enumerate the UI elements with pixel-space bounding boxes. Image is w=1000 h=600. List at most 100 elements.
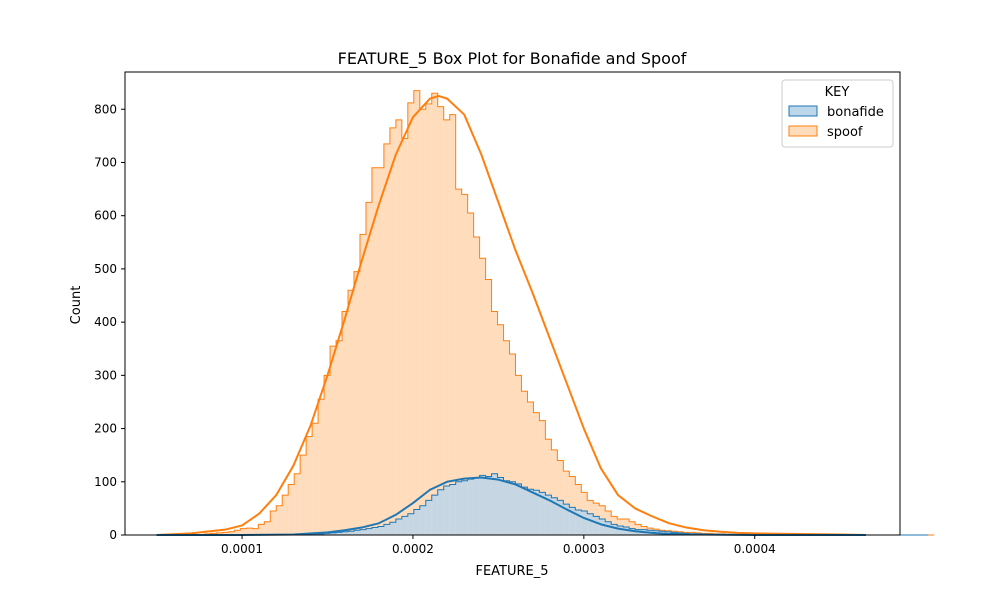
bar-bonafide [575,509,582,535]
kde-line-bonafide [156,476,866,536]
y-axis-label: Count [69,286,84,325]
bar-bonafide [348,531,354,535]
bar-spoof [264,521,271,535]
bar-spoof [473,236,480,536]
bar-bonafide [605,521,612,535]
bar-spoof [515,375,522,535]
bar-bonafide [551,497,558,535]
legend-label-spoof: spoof [827,125,863,140]
bar-spoof [270,511,277,535]
bar-bonafide [342,531,349,535]
bar-bonafide [563,504,570,535]
bar-spoof [503,340,510,535]
bar-spoof [491,311,498,535]
bar-bonafide [521,487,528,535]
y-tick-label: 800 [94,102,117,116]
bar-spoof [407,102,414,535]
bar-spoof [563,471,570,535]
legend: KEY bonafide spoof [781,79,894,148]
bar-bonafide [425,500,432,535]
bar-spoof [383,143,390,535]
bar-bonafide [377,526,384,535]
bar-spoof [312,423,319,535]
bar-bonafide [497,477,504,535]
bar-bonafide [407,513,414,535]
bar-spoof [342,311,349,535]
bar-bonafide [395,519,402,535]
bar-spoof [485,279,492,535]
bar-spoof [521,391,528,535]
y-tick-label: 600 [94,209,117,223]
bar-bonafide [611,524,618,535]
bar-spoof [300,455,307,535]
series-spoof [156,90,935,536]
chart-title: FEATURE_5 Box Plot for Bonafide and Spoo… [338,49,687,69]
bar-spoof [419,109,426,536]
legend-label-bonafide: bonafide [827,105,884,120]
y-tick-label: 100 [94,475,117,489]
bar-spoof [240,528,247,535]
bar-bonafide [437,489,444,535]
y-tick-label: 0 [109,528,117,542]
bar-spoof [371,167,378,536]
bar-bonafide [371,527,378,535]
legend-title: KEY [825,85,850,100]
bar-spoof [533,412,540,535]
bar-spoof [365,202,372,535]
bar-bonafide [539,492,546,535]
bar-spoof [443,119,450,536]
bar-bonafide [359,529,366,535]
bar-spoof [455,189,462,536]
bar-bonafide [413,509,420,535]
bar-bonafide [461,480,468,535]
bar-spoof [282,495,289,535]
x-tick-label: 0.0004 [734,542,776,556]
bar-spoof [306,436,313,535]
bar-spoof [449,114,456,536]
bar-spoof [551,449,558,535]
bar-spoof [389,127,396,536]
bar-spoof [246,528,253,535]
bar-spoof [431,93,438,535]
series-bonafide [156,473,929,536]
bar-bonafide [479,475,486,535]
bar-bonafide [503,480,510,535]
bar-bonafide [401,516,408,535]
bar-spoof [479,258,486,535]
bar-spoof [359,234,366,535]
bar-bonafide [593,516,600,535]
y-tick-label: 300 [94,368,117,382]
bar-bonafide [491,473,498,535]
bar-spoof [252,528,259,535]
bar-spoof [527,401,534,535]
x-axis-label: FEATURE_5 [475,564,548,579]
bar-bonafide [330,532,337,535]
bar-spoof [258,524,265,535]
bar-spoof [228,531,235,535]
bar-spoof [330,346,337,535]
bar-bonafide [587,513,594,535]
bar-spoof [569,476,576,535]
bar-bonafide [581,511,588,535]
bar-spoof [222,532,229,535]
bar-spoof [437,106,444,536]
bar-spoof [497,324,504,535]
bar-spoof [336,340,343,535]
bar-bonafide [569,507,576,535]
bar-spoof [539,420,546,535]
bar-spoof [216,532,223,535]
bar-spoof [509,354,516,535]
y-tick-label: 500 [94,262,117,276]
bar-bonafide [389,522,396,535]
bar-spoof [557,460,564,535]
bar-bonafide [318,533,325,535]
bar-spoof [318,399,325,535]
x-tick-label: 0.0002 [392,542,434,556]
bar-spoof [461,194,468,536]
bar-bonafide [336,532,343,535]
axes: 0.0001 0.0002 0.0003 0.0004 0 100 200 300 400 500… [94,71,901,556]
bar-bonafide [467,479,474,535]
y-tick-label: 200 [94,422,117,436]
bar-bonafide [324,533,331,535]
